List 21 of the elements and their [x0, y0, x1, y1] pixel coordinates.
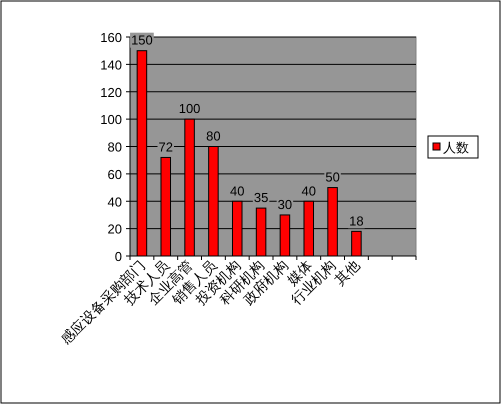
- y-tick-label: 160: [100, 30, 122, 45]
- data-label: 72: [158, 139, 173, 154]
- y-tick-label: 100: [100, 112, 122, 128]
- data-label: 40: [230, 183, 244, 198]
- data-label: 18: [349, 213, 364, 228]
- data-label: 35: [254, 190, 268, 206]
- y-tick-label: 20: [108, 222, 122, 237]
- y-tick-label: 40: [108, 194, 122, 210]
- y-tick-label: 60: [108, 166, 122, 182]
- bar: [351, 230, 362, 256]
- data-label: 40: [302, 183, 316, 198]
- data-label: 30: [278, 196, 292, 212]
- data-label: 100: [178, 101, 200, 116]
- y-tick-label: 120: [100, 84, 122, 100]
- y-tick-label: 140: [100, 57, 122, 72]
- y-tick-label: 0: [114, 249, 122, 264]
- data-label: 50: [325, 170, 340, 185]
- y-tick-label: 80: [108, 140, 122, 154]
- data-label: 150: [131, 32, 153, 48]
- legend-label: 人数: [443, 140, 469, 155]
- data-label: 80: [206, 128, 221, 144]
